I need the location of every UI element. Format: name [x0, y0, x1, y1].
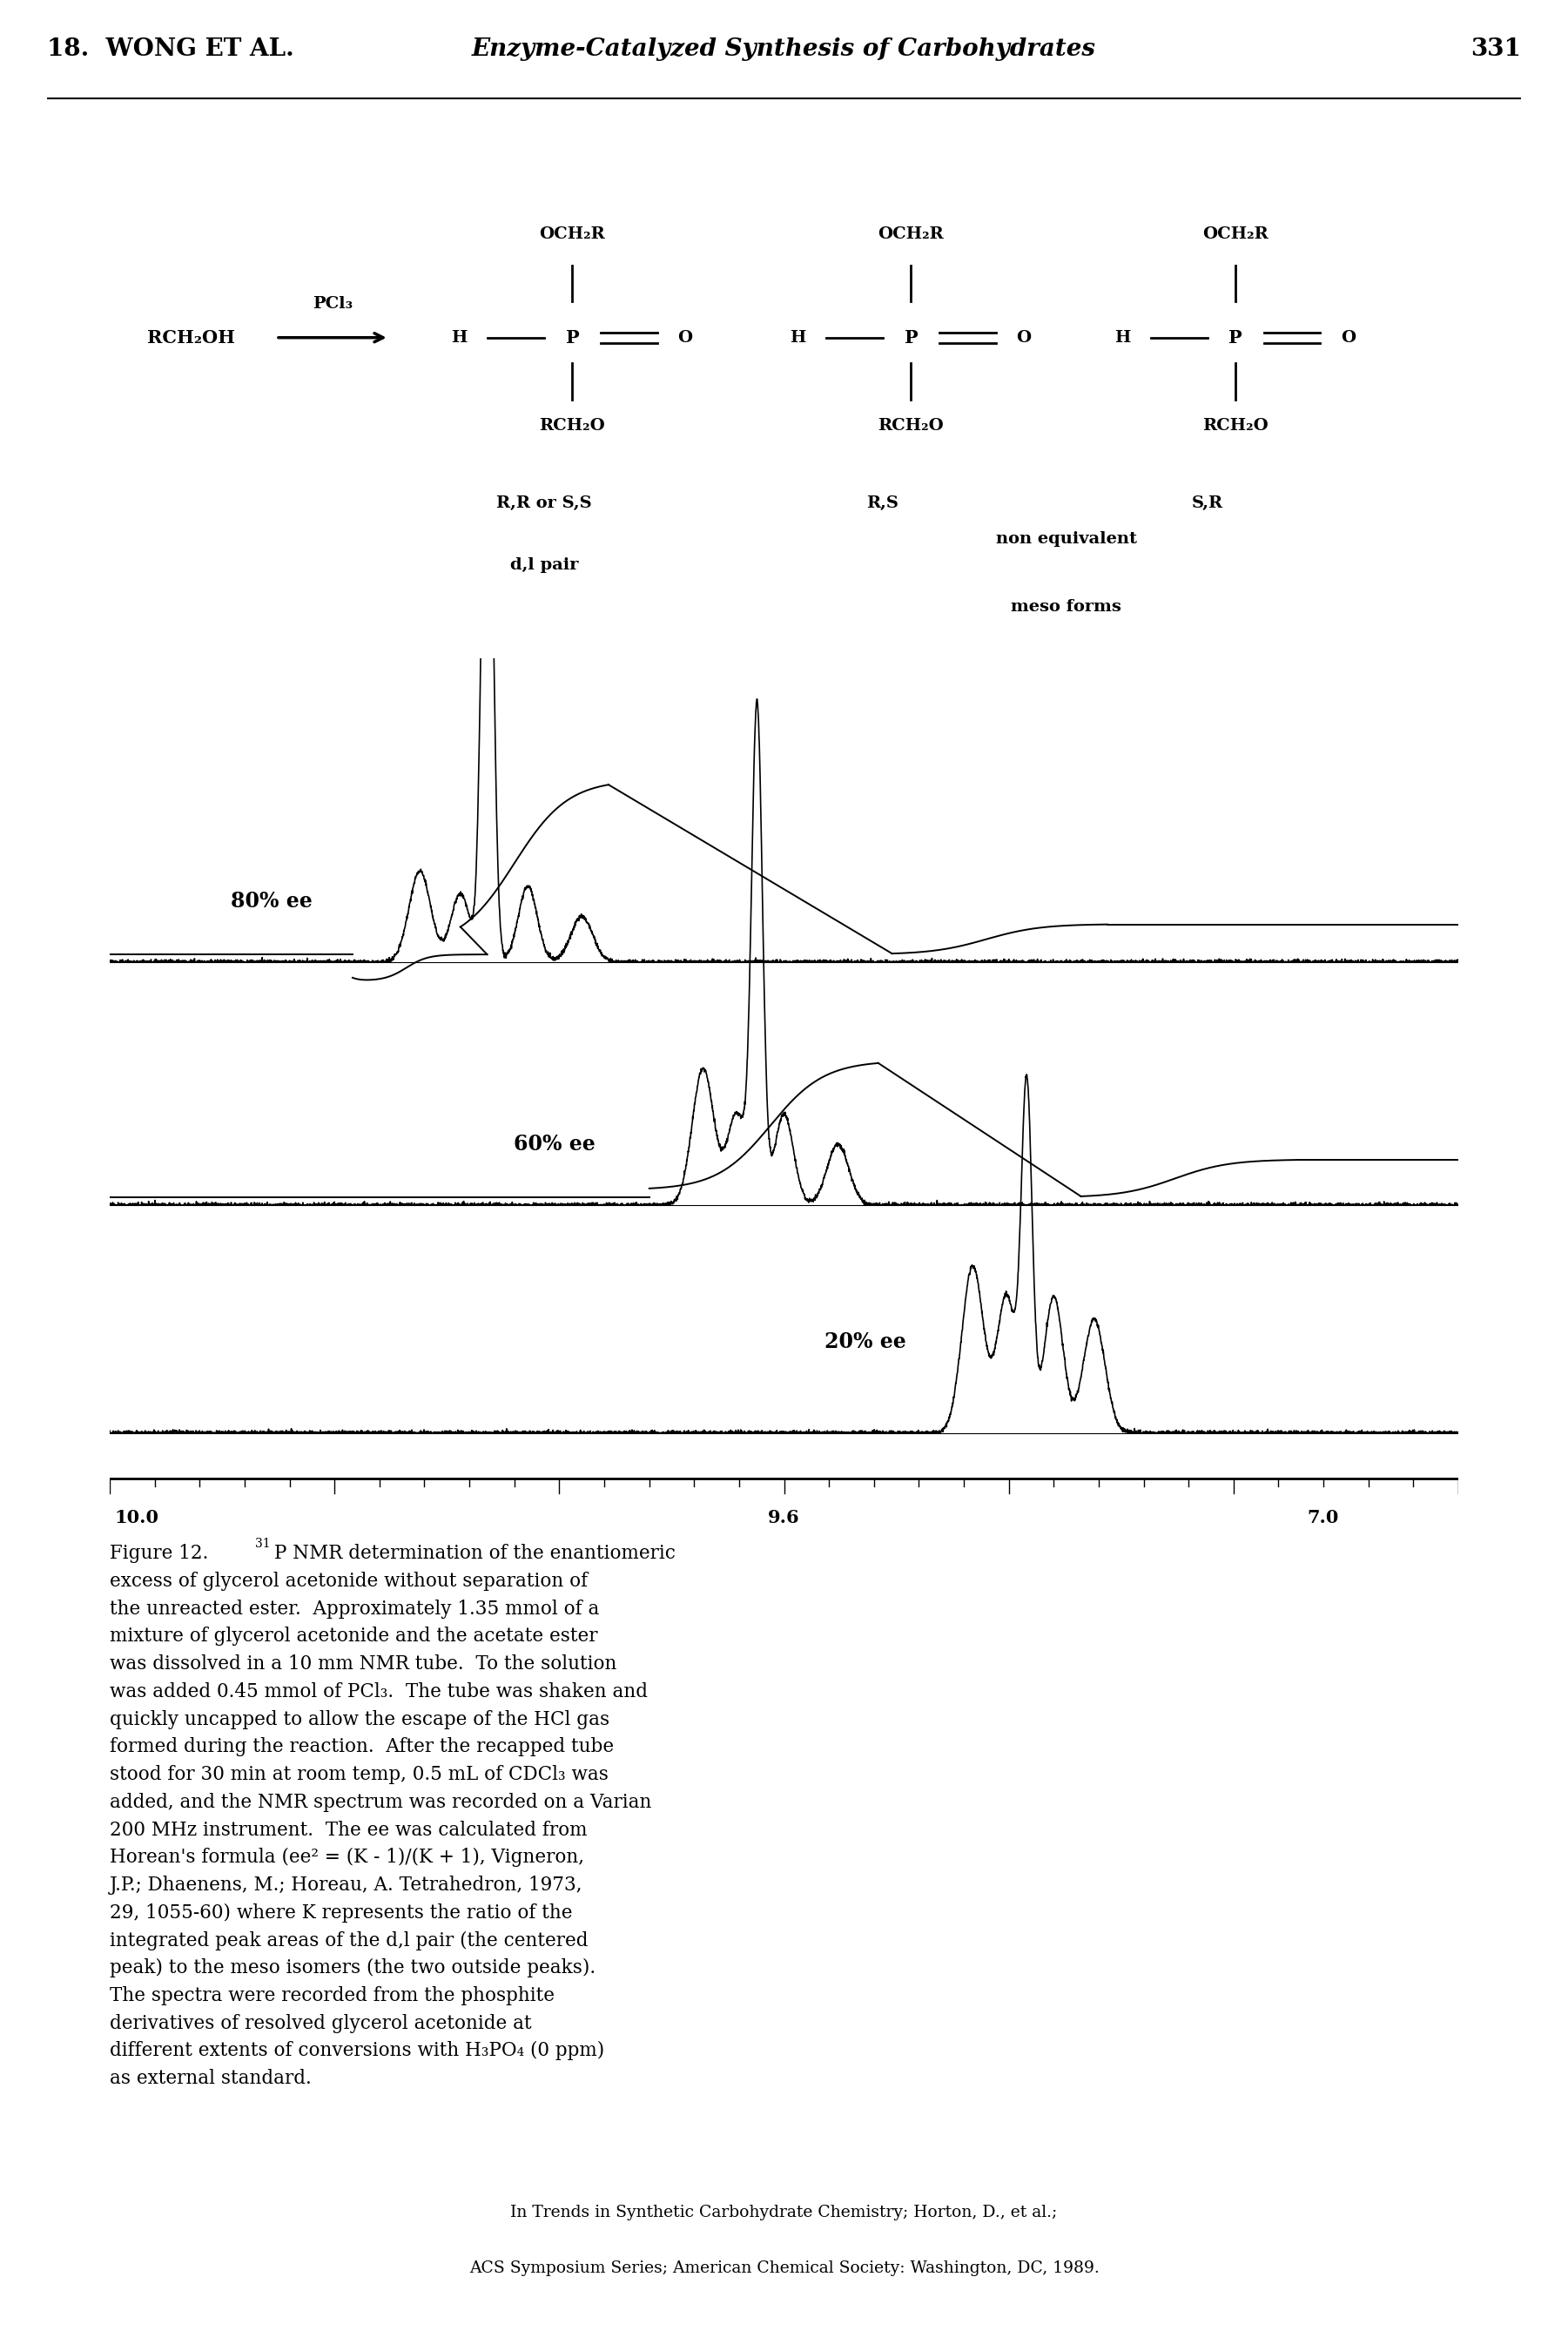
Text: S,R: S,R [1192, 496, 1223, 510]
Text: excess of glycerol acetonide without separation of: excess of glycerol acetonide without sep… [110, 1573, 588, 1592]
Text: 80% ee: 80% ee [230, 891, 312, 912]
Text: H: H [790, 329, 806, 346]
Text: 60% ee: 60% ee [514, 1133, 596, 1154]
Text: peak) to the meso isomers (the two outside peaks).: peak) to the meso isomers (the two outsi… [110, 1958, 596, 1977]
Text: was dissolved in a 10 mm NMR tube.  To the solution: was dissolved in a 10 mm NMR tube. To th… [110, 1655, 616, 1674]
Text: H: H [452, 329, 467, 346]
Text: the unreacted ester.  Approximately 1.35 mmol of a: the unreacted ester. Approximately 1.35 … [110, 1599, 599, 1617]
Text: Figure 12.: Figure 12. [110, 1545, 221, 1563]
Text: added, and the NMR spectrum was recorded on a Varian: added, and the NMR spectrum was recorded… [110, 1794, 652, 1813]
Text: different extents of conversions with H₃PO₄ (0 ppm): different extents of conversions with H₃… [110, 2041, 605, 2059]
Text: In Trends in Synthetic Carbohydrate Chemistry; Horton, D., et al.;: In Trends in Synthetic Carbohydrate Chem… [511, 2205, 1057, 2219]
Text: The spectra were recorded from the phosphite: The spectra were recorded from the phosp… [110, 1987, 555, 2005]
Text: as external standard.: as external standard. [110, 2069, 312, 2088]
Text: RCH₂OH: RCH₂OH [147, 329, 235, 346]
Text: mixture of glycerol acetonide and the acetate ester: mixture of glycerol acetonide and the ac… [110, 1627, 597, 1646]
Text: stood for 30 min at room temp, 0.5 mL of CDCl₃ was: stood for 30 min at room temp, 0.5 mL of… [110, 1766, 608, 1784]
Text: 18.  WONG ET AL.: 18. WONG ET AL. [47, 38, 295, 61]
Text: 20% ee: 20% ee [825, 1331, 906, 1352]
Text: integrated peak areas of the d,l pair (the centered: integrated peak areas of the d,l pair (t… [110, 1930, 588, 1949]
Text: 31: 31 [256, 1538, 271, 1549]
Text: 331: 331 [1471, 38, 1521, 61]
Text: P NMR determination of the enantiomeric: P NMR determination of the enantiomeric [274, 1545, 676, 1563]
Text: Enzyme-Catalyzed Synthesis of Carbohydrates: Enzyme-Catalyzed Synthesis of Carbohydra… [472, 38, 1096, 61]
Text: derivatives of resolved glycerol acetonide at: derivatives of resolved glycerol acetoni… [110, 2015, 532, 2034]
Text: quickly uncapped to allow the escape of the HCl gas: quickly uncapped to allow the escape of … [110, 1709, 610, 1728]
Text: R,R or S,S: R,R or S,S [497, 496, 591, 510]
Text: was added 0.45 mmol of PCl₃.  The tube was shaken and: was added 0.45 mmol of PCl₃. The tube wa… [110, 1683, 648, 1702]
Text: d,l pair: d,l pair [510, 557, 579, 574]
Text: H: H [1115, 329, 1131, 346]
Text: OCH₂R: OCH₂R [539, 226, 605, 242]
Text: P: P [1229, 329, 1242, 346]
Text: meso forms: meso forms [1011, 600, 1121, 614]
Text: O: O [1016, 329, 1032, 346]
Text: ACS Symposium Series; American Chemical Society: Washington, DC, 1989.: ACS Symposium Series; American Chemical … [469, 2262, 1099, 2276]
Text: RCH₂O: RCH₂O [878, 418, 944, 433]
Text: O: O [1341, 329, 1356, 346]
Text: O: O [677, 329, 693, 346]
Text: 200 MHz instrument.  The ee was calculated from: 200 MHz instrument. The ee was calculate… [110, 1820, 588, 1838]
Text: R,S: R,S [867, 496, 898, 510]
Text: RCH₂O: RCH₂O [1203, 418, 1269, 433]
Text: formed during the reaction.  After the recapped tube: formed during the reaction. After the re… [110, 1737, 615, 1756]
Text: OCH₂R: OCH₂R [1203, 226, 1269, 242]
Text: Horean's formula (ee² = (K - 1)/(K + 1), Vigneron,: Horean's formula (ee² = (K - 1)/(K + 1),… [110, 1848, 585, 1867]
Text: P: P [905, 329, 917, 346]
Text: 10.0: 10.0 [114, 1509, 158, 1526]
Text: RCH₂O: RCH₂O [539, 418, 605, 433]
Text: PCl₃: PCl₃ [312, 296, 353, 313]
Text: P: P [566, 329, 579, 346]
Text: 29, 1055-60) where K represents the ratio of the: 29, 1055-60) where K represents the rati… [110, 1904, 572, 1923]
Text: 7.0: 7.0 [1308, 1509, 1339, 1526]
Text: non equivalent: non equivalent [996, 531, 1137, 548]
Text: J.P.; Dhaenens, M.; Horeau, A. Tetrahedron, 1973,: J.P.; Dhaenens, M.; Horeau, A. Tetrahedr… [110, 1876, 583, 1895]
Text: 9.6: 9.6 [768, 1509, 800, 1526]
Text: OCH₂R: OCH₂R [878, 226, 944, 242]
